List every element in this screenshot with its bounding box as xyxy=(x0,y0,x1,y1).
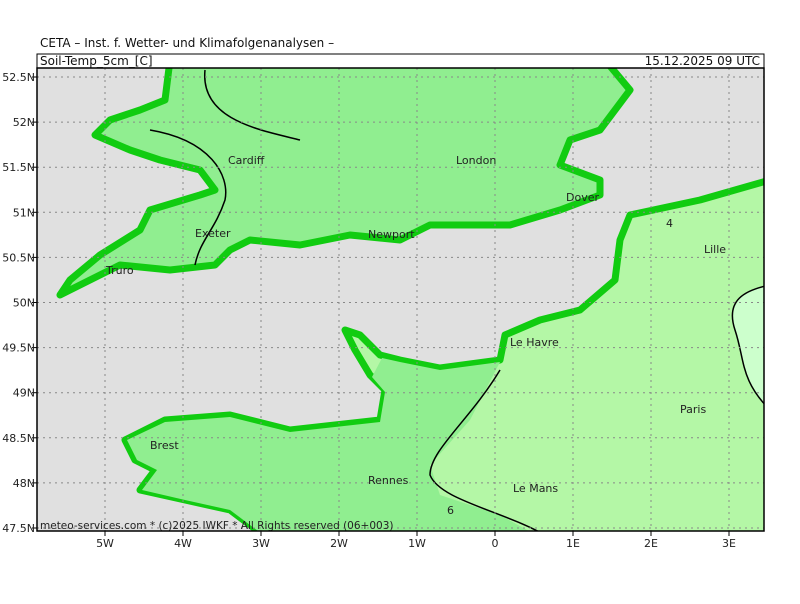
x-tick-label: 1E xyxy=(566,537,580,550)
y-tick-label: 48.5N xyxy=(2,432,35,445)
place-label: Le Mans xyxy=(513,482,558,495)
y-tick-label: 51N xyxy=(13,206,35,219)
map-frame xyxy=(36,67,765,532)
y-tick-label: 52N xyxy=(13,116,35,129)
brittany-zone xyxy=(127,358,529,531)
x-tick-label: 5W xyxy=(96,537,114,550)
place-label: Brest xyxy=(150,439,179,452)
place-label: Dover xyxy=(566,191,599,204)
y-tick-label: 51.5N xyxy=(2,161,35,174)
contour-label: 6 xyxy=(447,504,454,517)
x-tick-label: 3E xyxy=(722,537,736,550)
header-title: CETA – Inst. f. Wetter- und Klimafolgena… xyxy=(40,36,334,50)
x-tick-label: 0 xyxy=(492,537,499,550)
axes: 5W 4W 3W 2W 1W 0 1E 2E 3E 52.5N 52N 51.5N 51N 50.5N 50… xyxy=(2,71,736,550)
place-label: Le Havre xyxy=(510,336,559,349)
y-tick-label: 50.5N xyxy=(2,251,35,264)
places: Cardiff London Dover Exeter Newport Truro Lill… xyxy=(105,154,726,517)
place-label: Lille xyxy=(704,243,726,256)
contour-6 xyxy=(429,369,539,531)
x-tick-label: 4W xyxy=(174,537,192,550)
place-label: Newport xyxy=(368,228,415,241)
y-tick-label: 49N xyxy=(13,387,35,400)
x-tick-label: 3W xyxy=(252,537,270,550)
contour-4 xyxy=(731,285,764,405)
place-label: London xyxy=(456,154,496,167)
place-label: Cardiff xyxy=(228,154,265,167)
date-label: 15.12.2025 09 UTC xyxy=(645,54,760,68)
y-tick-label: 47.5N xyxy=(2,522,35,535)
place-label: Truro xyxy=(105,264,134,277)
contour-uk-north xyxy=(204,69,301,141)
y-tick-label: 49.5N xyxy=(2,342,35,355)
britain xyxy=(56,68,634,299)
place-label: Rennes xyxy=(368,474,409,487)
y-tick-label: 48N xyxy=(13,477,35,490)
footer: meteo-services.com * (c)2025 IWKF * All … xyxy=(40,520,393,532)
place-label: Paris xyxy=(680,403,706,416)
grid xyxy=(37,68,764,531)
x-tick-label: 2W xyxy=(330,537,348,550)
y-tick-label: 50N xyxy=(13,297,35,310)
contour-label: 4 xyxy=(666,217,673,230)
y-tick-label: 52.5N xyxy=(2,71,35,84)
contour-uk xyxy=(149,129,227,266)
x-tick-label: 1W xyxy=(408,537,426,550)
x-tick-label: 2E xyxy=(644,537,658,550)
place-label: Exeter xyxy=(195,227,231,240)
map-area: Cardiff London Dover Exeter Newport Truro Lill… xyxy=(37,68,764,532)
variable-label: Soil-Temp_5cm_[C] xyxy=(40,54,153,68)
